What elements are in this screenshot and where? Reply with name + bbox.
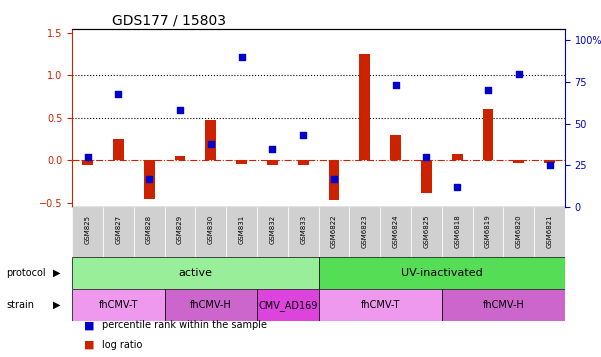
Point [329, 176, 339, 182]
Text: GSM828: GSM828 [146, 215, 152, 244]
Point [114, 91, 123, 96]
FancyBboxPatch shape [472, 207, 503, 257]
Bar [390, 135, 401, 160]
Text: GSM831: GSM831 [239, 215, 245, 244]
Bar [267, 160, 278, 165]
Text: fhCMV-H: fhCMV-H [483, 300, 524, 310]
Point [483, 87, 493, 93]
Point [360, 12, 370, 18]
Text: active: active [178, 268, 212, 278]
Bar [206, 120, 216, 160]
FancyBboxPatch shape [165, 207, 195, 257]
Text: GSM6825: GSM6825 [423, 215, 429, 248]
Text: GSM6824: GSM6824 [392, 215, 398, 248]
Point [391, 82, 400, 88]
Bar [144, 160, 154, 198]
FancyBboxPatch shape [534, 207, 565, 257]
FancyBboxPatch shape [226, 207, 257, 257]
Text: protocol: protocol [6, 268, 46, 278]
Point [421, 154, 431, 160]
FancyBboxPatch shape [319, 257, 565, 289]
Text: GSM830: GSM830 [208, 215, 214, 244]
Point [267, 146, 277, 151]
Bar [82, 160, 93, 165]
Point [237, 54, 246, 60]
FancyBboxPatch shape [442, 207, 472, 257]
FancyBboxPatch shape [349, 207, 380, 257]
Text: GSM827: GSM827 [115, 215, 121, 244]
Text: CMV_AD169: CMV_AD169 [258, 300, 317, 311]
FancyBboxPatch shape [195, 207, 226, 257]
FancyBboxPatch shape [257, 289, 319, 321]
Bar [513, 160, 524, 163]
Text: GSM6821: GSM6821 [546, 215, 552, 248]
Text: fhCMV-H: fhCMV-H [190, 300, 231, 310]
Text: GSM6820: GSM6820 [516, 215, 522, 248]
Point [175, 107, 185, 113]
Text: fhCMV-T: fhCMV-T [99, 300, 138, 310]
Text: GSM6819: GSM6819 [485, 215, 491, 248]
Point [83, 154, 93, 160]
Text: ■: ■ [84, 340, 94, 350]
Text: GSM833: GSM833 [300, 215, 306, 244]
FancyBboxPatch shape [165, 289, 257, 321]
FancyBboxPatch shape [319, 289, 442, 321]
Bar [329, 160, 340, 200]
FancyBboxPatch shape [288, 207, 319, 257]
Point [453, 184, 462, 190]
Text: ■: ■ [84, 320, 94, 330]
Bar [359, 54, 370, 160]
Bar [421, 160, 432, 193]
Point [514, 71, 523, 76]
Point [545, 162, 554, 168]
Bar [297, 160, 308, 165]
FancyBboxPatch shape [380, 207, 411, 257]
Text: GSM6818: GSM6818 [454, 215, 460, 248]
FancyBboxPatch shape [442, 289, 565, 321]
Text: GDS177 / 15803: GDS177 / 15803 [112, 14, 225, 27]
Text: ▶: ▶ [53, 300, 60, 310]
FancyBboxPatch shape [257, 207, 288, 257]
FancyBboxPatch shape [72, 289, 165, 321]
Text: GSM829: GSM829 [177, 215, 183, 244]
Text: GSM6823: GSM6823 [362, 215, 368, 248]
Bar [174, 156, 185, 160]
Bar [483, 109, 493, 160]
Bar [236, 160, 247, 164]
Text: percentile rank within the sample: percentile rank within the sample [102, 320, 267, 330]
Text: strain: strain [6, 300, 34, 310]
Bar [113, 139, 124, 160]
Text: fhCMV-T: fhCMV-T [361, 300, 400, 310]
FancyBboxPatch shape [72, 207, 103, 257]
Bar [452, 154, 463, 160]
Point [298, 132, 308, 138]
Text: log ratio: log ratio [102, 340, 142, 350]
Point [206, 141, 216, 146]
Text: ▶: ▶ [53, 268, 60, 278]
FancyBboxPatch shape [319, 207, 349, 257]
Point [144, 176, 154, 182]
Text: UV-inactivated: UV-inactivated [401, 268, 483, 278]
FancyBboxPatch shape [133, 207, 165, 257]
FancyBboxPatch shape [72, 257, 319, 289]
Text: GSM832: GSM832 [269, 215, 275, 244]
FancyBboxPatch shape [503, 207, 534, 257]
Bar [544, 160, 555, 163]
FancyBboxPatch shape [411, 207, 442, 257]
Text: GSM6822: GSM6822 [331, 215, 337, 248]
FancyBboxPatch shape [103, 207, 133, 257]
Text: GSM825: GSM825 [85, 215, 91, 243]
